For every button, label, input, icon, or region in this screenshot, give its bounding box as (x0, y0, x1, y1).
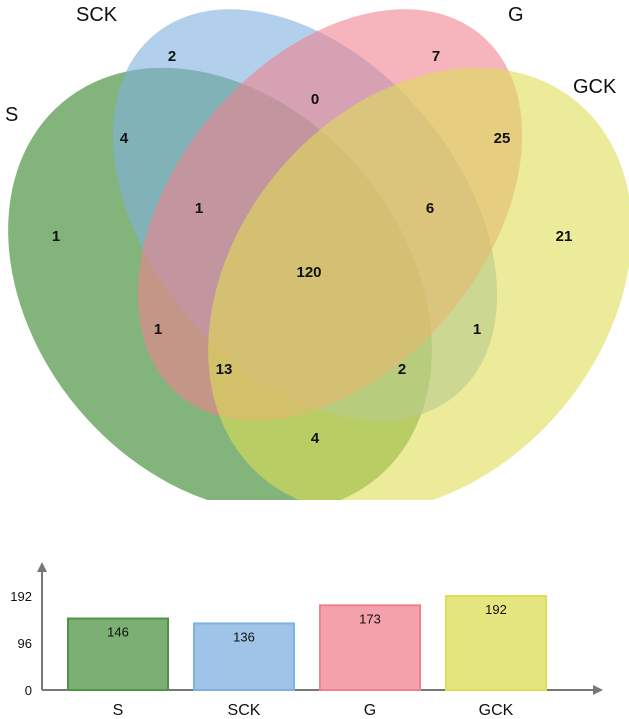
region-count-sck-g-gck: 6 (426, 200, 434, 217)
bar-value-gck: 192 (485, 602, 507, 617)
region-count-s-g-gck: 13 (216, 361, 233, 378)
bar-value-s: 146 (107, 625, 129, 640)
set-label-sck: SCK (76, 4, 118, 26)
x-category-label-g: G (364, 702, 376, 719)
venn-diagram: S SCK G GCK 1 2 7 21 4 0 25 1 6 120 1 1 … (5, 4, 629, 500)
x-category-label-gck: GCK (479, 702, 514, 719)
bar-s (67, 617, 169, 691)
bar-sck (193, 622, 295, 691)
region-count-gck-only: 21 (556, 228, 573, 245)
x-category-label-s: S (113, 702, 124, 719)
region-count-s-gck: 4 (311, 430, 320, 447)
region-count-sck-gck: 1 (473, 321, 481, 338)
region-count-s-sck: 4 (120, 130, 129, 147)
y-tick-label-0: 0 (25, 683, 32, 698)
bar-value-g: 173 (359, 611, 381, 626)
region-count-s-sck-gck: 2 (398, 361, 406, 378)
bar-g (319, 604, 421, 691)
x-category-label-sck: SCK (228, 702, 261, 719)
region-count-s-sck-g: 1 (195, 200, 203, 217)
region-count-sck-only: 2 (168, 48, 176, 65)
y-tick-label-192: 192 (10, 589, 32, 604)
bar-chart: 146 136 173 192 0 96 192 S SCK G GCK (10, 562, 603, 719)
bar-gck (445, 595, 547, 691)
region-count-g-only: 7 (432, 48, 440, 65)
set-label-gck: GCK (573, 76, 617, 98)
region-count-all: 120 (296, 264, 321, 281)
region-count-sck-g: 0 (311, 91, 319, 108)
set-label-s: S (5, 104, 18, 126)
y-tick-label-96: 96 (18, 636, 32, 651)
set-label-g: G (508, 4, 524, 26)
bar-value-sck: 136 (233, 629, 255, 644)
region-count-s-g: 1 (154, 321, 162, 338)
region-count-g-gck: 25 (494, 130, 511, 147)
set-ellipse-gck (208, 67, 629, 500)
region-count-s-only: 1 (52, 228, 60, 245)
